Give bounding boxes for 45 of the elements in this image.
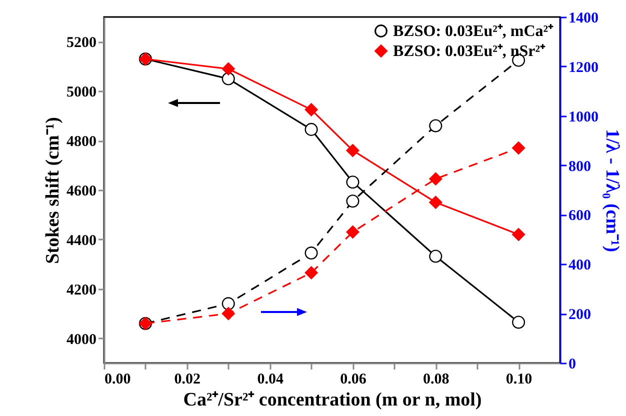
point	[304, 246, 318, 260]
y2-tick-label: 1000	[568, 109, 598, 126]
x-tick-label: 0.08	[423, 372, 450, 388]
y2-tick-label: 800	[568, 158, 591, 175]
y2-tick-label: 1200	[568, 60, 598, 76]
point	[429, 250, 442, 263]
point	[222, 62, 235, 76]
point	[346, 176, 360, 189]
point	[222, 297, 235, 310]
point	[346, 226, 360, 239]
point	[429, 119, 442, 132]
x-tick-label: 0.06	[340, 372, 367, 388]
point	[346, 144, 360, 157]
point	[429, 196, 442, 209]
y2-tick-label: 0	[568, 356, 576, 372]
x-tick-label: 0.02	[174, 372, 201, 388]
point	[304, 122, 318, 136]
x-tick-label: 0.10	[506, 372, 532, 388]
point	[304, 103, 318, 116]
y-tick-label: 4600	[66, 184, 96, 200]
x-axis-title: Ca²⁺/Sr²⁺ concentration (m or n, mol)	[183, 390, 482, 410]
y2-tick-label: 600	[568, 208, 591, 224]
point	[304, 266, 318, 280]
y2-tick-label: 200	[568, 307, 591, 324]
x-tick-label: 0.00	[104, 372, 131, 388]
legend-label: BZSO: 0.03Eu²⁺, nSr²⁺	[393, 43, 546, 60]
point	[222, 307, 235, 320]
y-tick-label: 4200	[66, 282, 96, 298]
y-tick-label: 5000	[66, 84, 96, 101]
legend-label: BZSO: 0.03Eu²⁺, mCa²⁺	[393, 23, 554, 40]
point	[429, 172, 442, 186]
y-tick-label: 4800	[66, 134, 96, 150]
y-tick-label: 5200	[66, 35, 96, 52]
y2-axis-title: 1/λ - 1/λ₀ (cm⁻¹)	[602, 128, 622, 252]
x-tick-label: 0.04	[257, 372, 284, 388]
y2-tick-label: 400	[568, 258, 591, 274]
y-axis-title: Stokes shift (cm⁻¹)	[42, 117, 64, 264]
point	[222, 72, 235, 86]
point	[512, 316, 526, 329]
y2-tick-label: 1400	[568, 10, 598, 26]
y-tick-label: 4000	[66, 332, 96, 348]
y-tick-label: 4400	[66, 232, 96, 249]
point	[512, 228, 526, 241]
point	[512, 141, 526, 154]
point	[346, 194, 360, 208]
